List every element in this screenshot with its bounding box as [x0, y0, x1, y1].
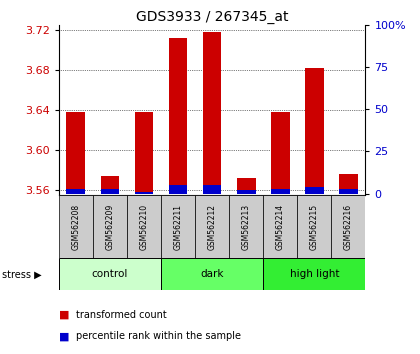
- Bar: [161, 195, 195, 258]
- Text: GSM562212: GSM562212: [207, 204, 217, 250]
- Bar: [66, 112, 85, 194]
- Bar: [237, 190, 255, 194]
- Bar: [339, 174, 358, 194]
- Bar: [271, 189, 290, 194]
- Bar: [331, 195, 365, 258]
- Text: percentile rank within the sample: percentile rank within the sample: [76, 331, 241, 341]
- Bar: [237, 178, 255, 194]
- Text: ■: ■: [59, 310, 69, 320]
- Bar: [271, 112, 290, 194]
- Bar: [263, 195, 297, 258]
- Bar: [100, 189, 119, 194]
- Text: GSM562209: GSM562209: [105, 204, 114, 250]
- Bar: [203, 185, 221, 194]
- Text: GSM562213: GSM562213: [241, 204, 251, 250]
- Text: dark: dark: [200, 269, 224, 279]
- Text: stress ▶: stress ▶: [2, 269, 42, 279]
- Text: GSM562210: GSM562210: [139, 204, 148, 250]
- Bar: [161, 258, 263, 290]
- Text: transformed count: transformed count: [76, 310, 166, 320]
- Bar: [93, 195, 127, 258]
- Bar: [297, 195, 331, 258]
- Bar: [59, 195, 93, 258]
- Bar: [66, 189, 85, 194]
- Text: GSM562215: GSM562215: [310, 204, 319, 250]
- Text: GSM562216: GSM562216: [344, 204, 353, 250]
- Bar: [203, 32, 221, 194]
- Text: control: control: [92, 269, 128, 279]
- Bar: [127, 195, 161, 258]
- Text: ■: ■: [59, 331, 69, 341]
- Bar: [100, 176, 119, 194]
- Text: GSM562211: GSM562211: [173, 204, 183, 250]
- Bar: [305, 187, 324, 194]
- Text: high light: high light: [289, 269, 339, 279]
- Text: GSM562214: GSM562214: [276, 204, 285, 250]
- Bar: [195, 195, 229, 258]
- Bar: [134, 112, 153, 194]
- Text: GSM562208: GSM562208: [71, 204, 80, 250]
- Bar: [169, 38, 187, 194]
- Title: GDS3933 / 267345_at: GDS3933 / 267345_at: [136, 10, 289, 24]
- Bar: [169, 185, 187, 194]
- Bar: [134, 192, 153, 194]
- Bar: [59, 258, 161, 290]
- Bar: [339, 189, 358, 194]
- Bar: [263, 258, 365, 290]
- Bar: [229, 195, 263, 258]
- Bar: [305, 68, 324, 194]
